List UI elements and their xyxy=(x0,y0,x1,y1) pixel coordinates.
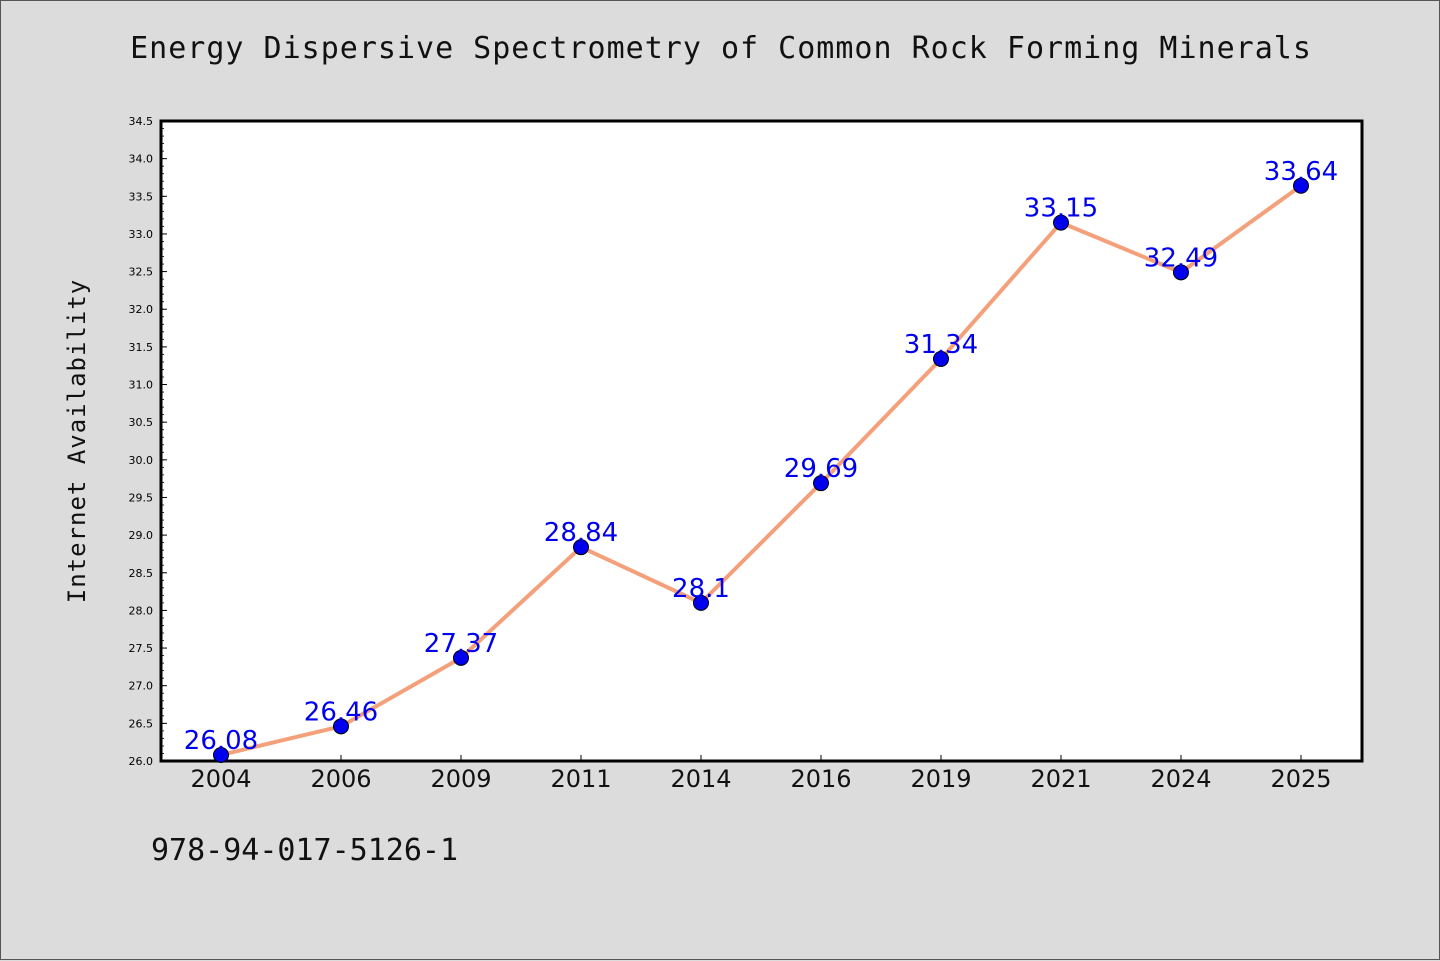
data-point xyxy=(693,594,709,611)
footer-code: 978-94-017-5126-1 xyxy=(151,833,459,868)
x-tick-label: 2004 xyxy=(190,765,251,793)
y-tick-label: 34.0 xyxy=(129,153,154,166)
y-tick-label: 27.0 xyxy=(129,680,154,693)
data-point xyxy=(1173,264,1189,281)
data-label: 28.1 xyxy=(672,574,730,604)
data-point xyxy=(213,746,229,763)
data-label: 29.69 xyxy=(784,454,858,484)
y-axis-label: Internet Availability xyxy=(63,279,91,603)
data-label: 28.84 xyxy=(544,518,618,548)
data-label: 33.64 xyxy=(1264,157,1338,187)
data-point xyxy=(1293,177,1309,194)
y-tick-label: 26.0 xyxy=(129,755,154,768)
x-tick-label: 2011 xyxy=(550,765,611,793)
x-tick-label: 2014 xyxy=(670,765,731,793)
y-tick-label: 34.5 xyxy=(129,115,154,128)
x-tick-label: 2016 xyxy=(790,765,851,793)
chart-title: Energy Dispersive Spectrometry of Common… xyxy=(130,31,1312,66)
x-tick-label: 2024 xyxy=(1150,765,1211,793)
y-tick-label: 29.5 xyxy=(129,491,154,504)
y-tick-label: 31.5 xyxy=(129,341,154,354)
data-label: 26.08 xyxy=(184,726,258,756)
y-tick-label: 29.0 xyxy=(129,529,154,542)
data-label: 31.34 xyxy=(904,330,978,360)
x-tick-label: 2009 xyxy=(430,765,491,793)
y-tick-label: 31.0 xyxy=(129,379,154,392)
data-point xyxy=(453,649,469,666)
x-tick-label: 2019 xyxy=(910,765,971,793)
y-tick-label: 30.0 xyxy=(129,454,154,467)
data-point xyxy=(573,539,589,556)
y-tick-label: 32.0 xyxy=(129,303,154,316)
data-point xyxy=(933,350,949,367)
y-tick-label: 33.0 xyxy=(129,228,154,241)
data-point xyxy=(813,475,829,492)
data-point xyxy=(1053,214,1069,231)
y-tick-label: 32.5 xyxy=(129,266,154,279)
data-point xyxy=(333,718,349,735)
y-tick-label: 27.5 xyxy=(129,642,154,655)
y-tick-label: 30.5 xyxy=(129,416,154,429)
y-tick-label: 28.5 xyxy=(129,567,154,580)
data-label: 27.37 xyxy=(424,629,498,659)
x-tick-label: 2006 xyxy=(310,765,371,793)
x-tick-label: 2025 xyxy=(1270,765,1331,793)
y-tick-label: 33.5 xyxy=(129,190,154,203)
data-label: 32.49 xyxy=(1144,243,1218,273)
y-tick-label: 26.5 xyxy=(129,717,154,730)
data-label: 26.46 xyxy=(304,697,378,727)
plot-area xyxy=(159,119,1364,763)
series-line xyxy=(220,184,1303,757)
data-label: 33.15 xyxy=(1024,194,1098,224)
y-tick-label: 28.0 xyxy=(129,604,154,617)
x-tick-label: 2021 xyxy=(1030,765,1091,793)
